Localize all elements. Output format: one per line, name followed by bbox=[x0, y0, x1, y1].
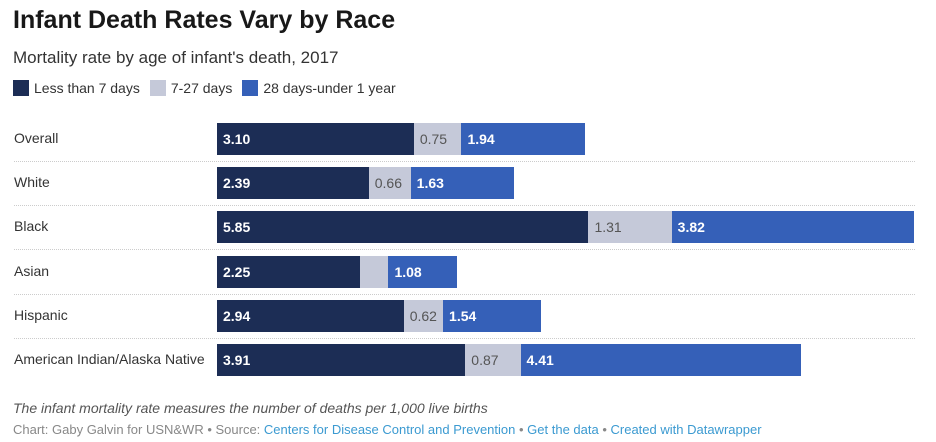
row-divider bbox=[14, 205, 915, 207]
bar-row: American Indian/Alaska Native 3.91 0.87 4.4… bbox=[0, 339, 915, 383]
source-link[interactable]: Centers for Disease Control and Preventi… bbox=[263, 422, 516, 437]
legend-label: 28 days-under 1 year bbox=[263, 80, 396, 96]
bar-segment: 2.25 bbox=[217, 255, 360, 288]
legend-swatch bbox=[149, 80, 166, 96]
category-label: Overall bbox=[14, 130, 59, 146]
legend-label: 7-27 days bbox=[170, 80, 233, 96]
bar-segment: 1.63 bbox=[410, 167, 515, 200]
bar-segment: 1.94 bbox=[461, 123, 585, 155]
get-data-link[interactable]: Get the data bbox=[527, 422, 599, 437]
data-label: 0.66 bbox=[374, 175, 402, 192]
legend-label: Less than 7 days bbox=[34, 80, 140, 96]
byline: Chart: Gaby Galvin for USN&WR • Source: … bbox=[13, 422, 762, 437]
data-label: 4.41 bbox=[526, 352, 554, 368]
bar-segment: 1.08 bbox=[388, 255, 458, 288]
data-label: 3.10 bbox=[223, 131, 251, 147]
bar-segment: 1.31 bbox=[588, 211, 672, 244]
data-label: 0.87 bbox=[471, 352, 499, 368]
data-label: 1.08 bbox=[394, 263, 422, 280]
data-label: 2.25 bbox=[223, 263, 251, 280]
legend-item: 7-27 days bbox=[149, 80, 233, 96]
footnote: The infant mortality rate measures the n… bbox=[13, 400, 488, 416]
row-divider bbox=[14, 293, 915, 295]
bar-row: Hispanic 2.94 0.62 1.54 bbox=[0, 295, 915, 339]
bar-segment: 1.54 bbox=[443, 299, 541, 332]
bar-segment: 2.94 bbox=[217, 299, 404, 332]
data-label: 1.63 bbox=[416, 175, 444, 192]
legend-item: 28 days-under 1 year bbox=[242, 80, 396, 96]
category-label: American Indian/Alaska Native bbox=[14, 351, 205, 367]
data-label: 1.54 bbox=[449, 307, 477, 324]
data-label: 2.94 bbox=[223, 307, 251, 324]
row-divider bbox=[14, 161, 915, 162]
datawrapper-link[interactable]: Created with Datawrapper bbox=[610, 422, 762, 437]
data-label: 2.39 bbox=[223, 175, 251, 192]
row-divider bbox=[14, 249, 915, 251]
bar-segment bbox=[359, 255, 389, 288]
bar-row: Asian 2.25 1.08 bbox=[0, 251, 915, 295]
bar-segment: 0.75 bbox=[413, 123, 462, 155]
chart-subtitle: Mortality rate by age of infant's death,… bbox=[13, 48, 339, 67]
bar-segment: 0.62 bbox=[403, 299, 444, 332]
data-label: 0.62 bbox=[409, 307, 437, 324]
bar-segment: 0.66 bbox=[368, 167, 411, 200]
data-label: 1.31 bbox=[594, 219, 622, 236]
chart-title: Infant Death Rates Vary by Race bbox=[13, 6, 396, 34]
category-label: Black bbox=[14, 218, 49, 235]
data-label: 0.75 bbox=[419, 131, 448, 147]
category-label: White bbox=[14, 174, 50, 191]
bar-segment: 2.39 bbox=[217, 167, 369, 200]
bar-segment: 3.82 bbox=[671, 211, 915, 244]
bar-row: White 2.39 0.66 1.63 bbox=[0, 162, 915, 207]
category-label: Asian bbox=[14, 262, 50, 279]
bar-segment: 3.91 bbox=[217, 344, 466, 376]
data-label: 5.85 bbox=[223, 219, 251, 236]
bar-segment: 0.87 bbox=[465, 344, 521, 376]
credit: Chart: Gaby Galvin for USN&WR • Source: bbox=[13, 422, 264, 437]
data-label: 3.82 bbox=[677, 219, 705, 236]
data-label: 3.91 bbox=[223, 352, 251, 368]
bar-segment: 4.41 bbox=[520, 344, 801, 376]
separator: • bbox=[515, 422, 528, 437]
legend-item: Less than 7 days bbox=[13, 80, 140, 96]
separator: • bbox=[598, 422, 611, 437]
bar-row: Overall 3.10 0.75 1.94 bbox=[0, 118, 915, 162]
legend-swatch bbox=[242, 80, 259, 96]
row-divider bbox=[14, 337, 915, 339]
data-label: 1.94 bbox=[467, 131, 495, 147]
legend-swatch bbox=[13, 80, 29, 96]
legend: Less than 7 days 7-27 days 28 days-under… bbox=[13, 80, 396, 96]
bar-segment: 5.85 bbox=[217, 211, 589, 244]
bar-row: Black 5.85 1.31 3.82 bbox=[0, 206, 915, 251]
bar-segment: 3.10 bbox=[217, 123, 414, 155]
category-label: Hispanic bbox=[14, 306, 68, 323]
